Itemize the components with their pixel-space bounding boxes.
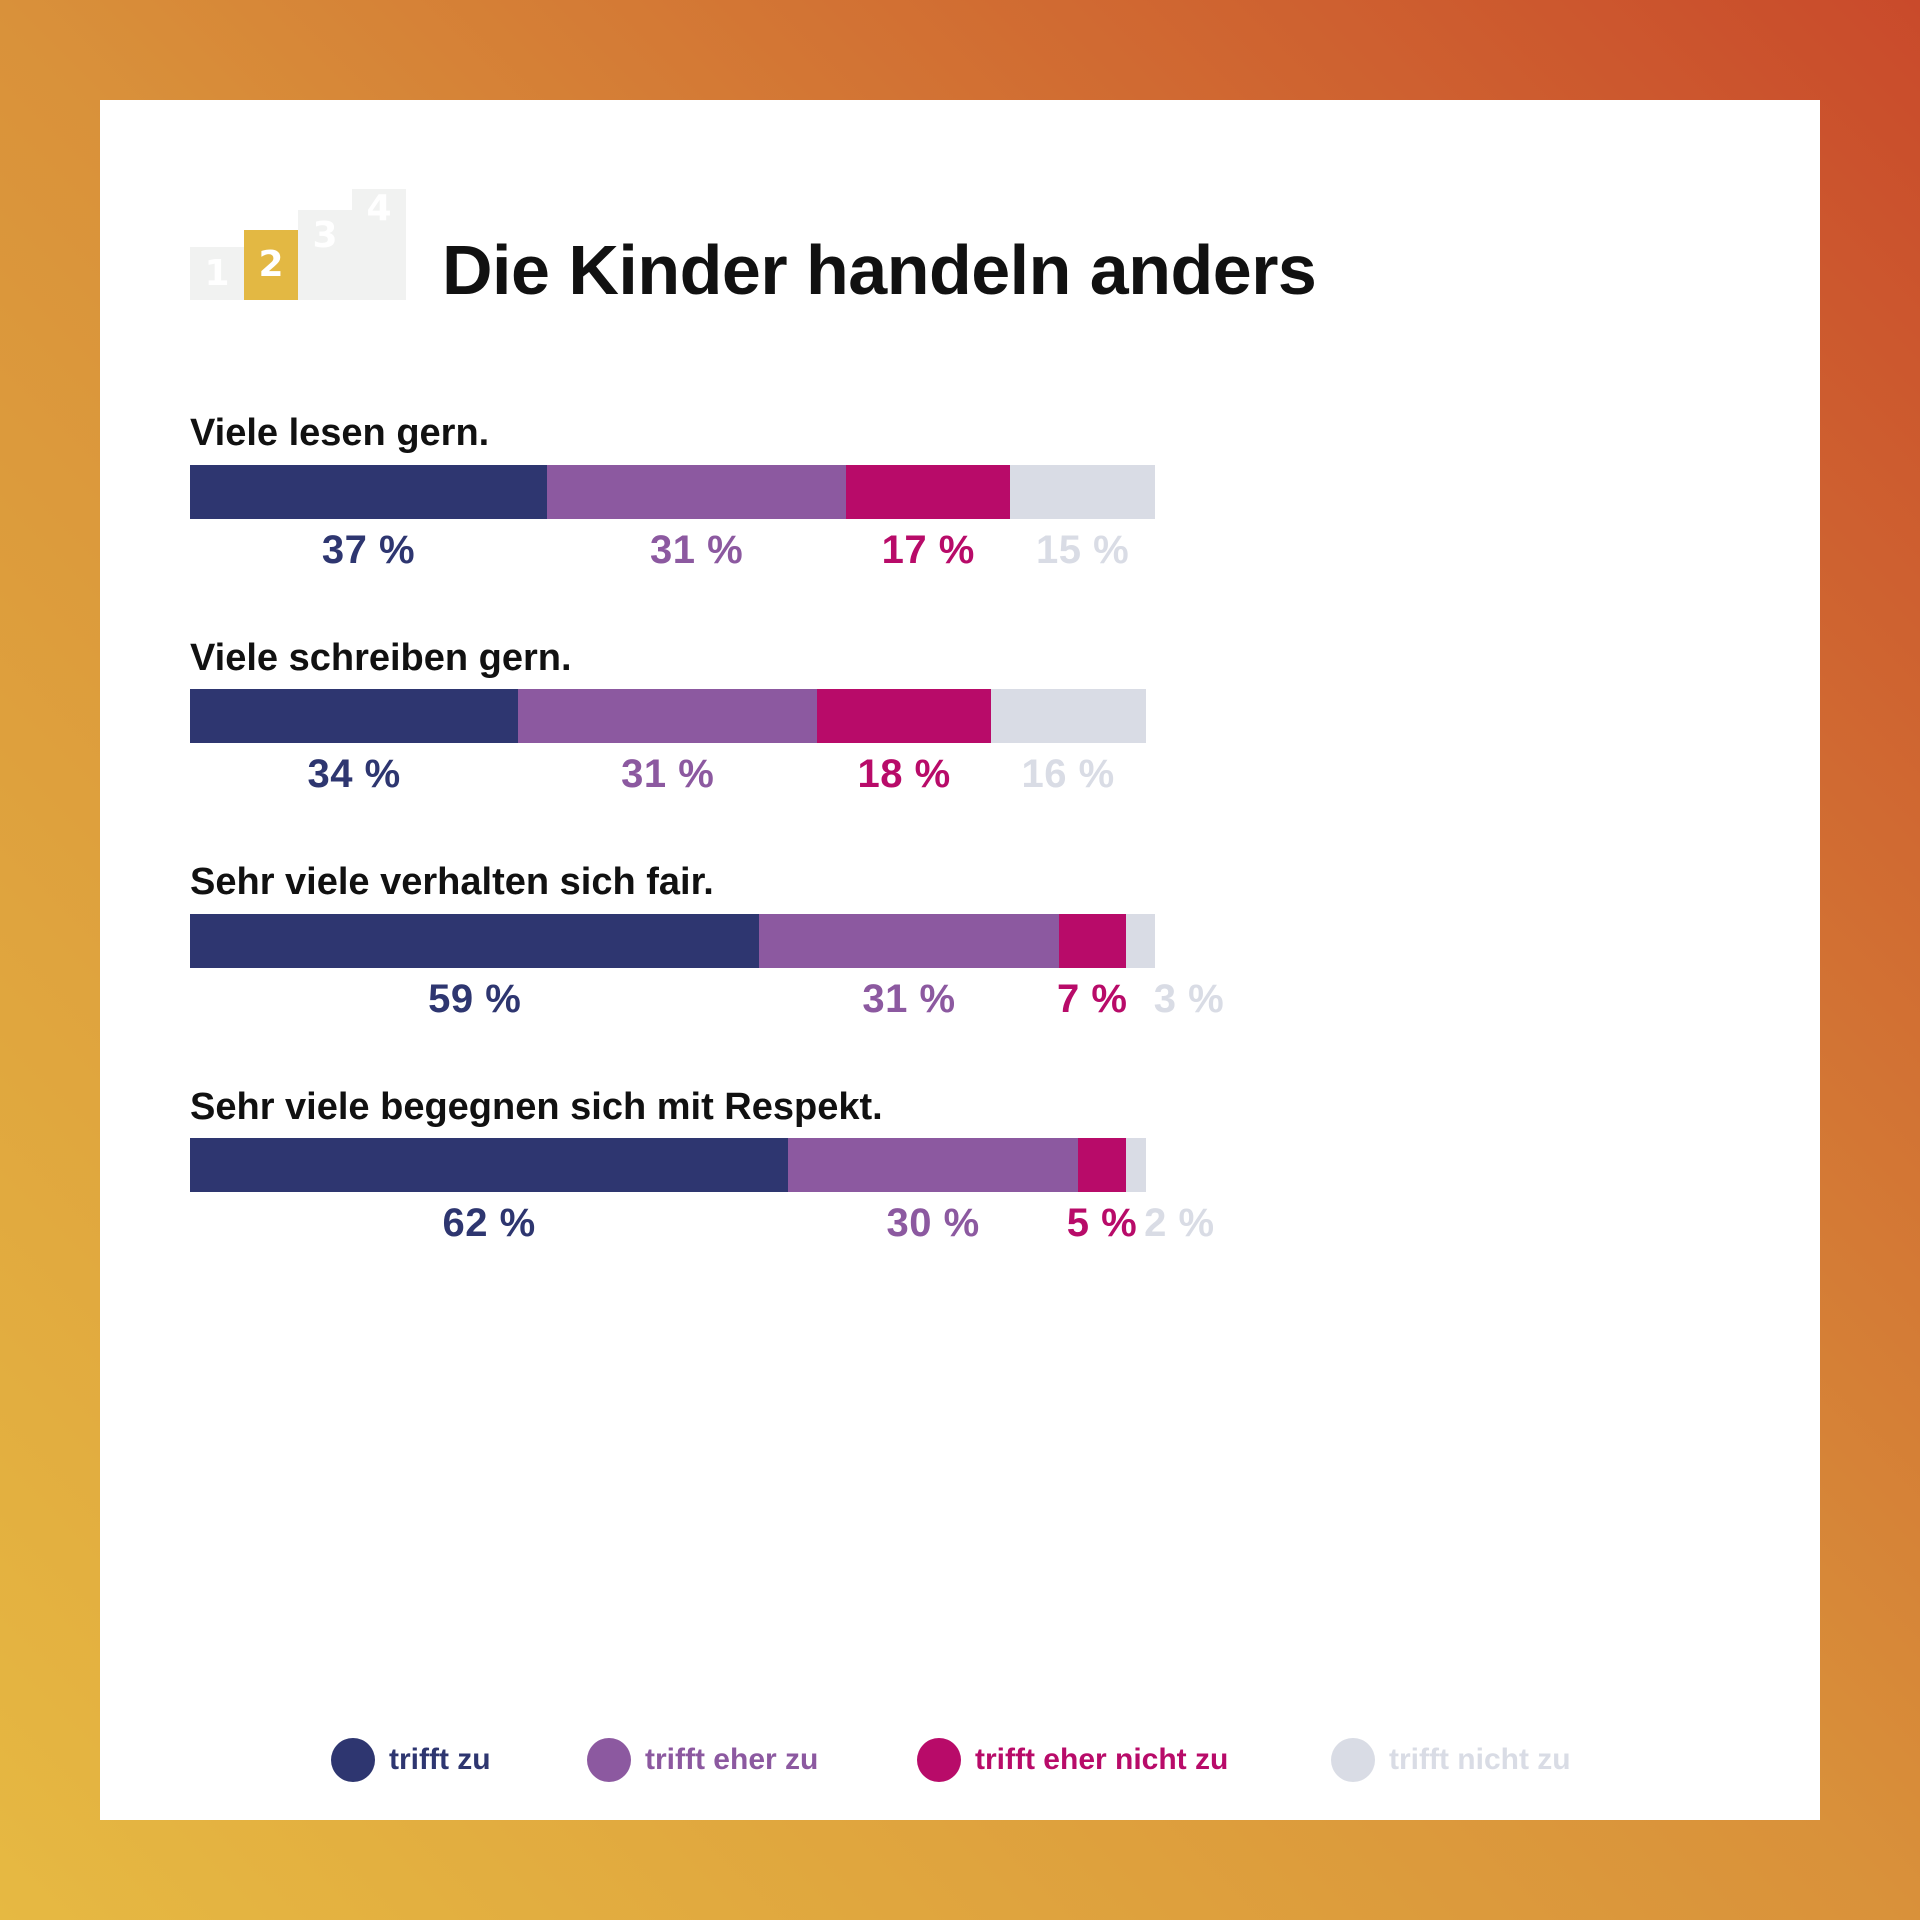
bar-segment: [190, 1138, 789, 1192]
data-label: 3 %: [1153, 977, 1225, 1021]
bar-segment: [990, 689, 1146, 743]
legend-label: trifft zu: [389, 1743, 491, 1776]
bar-segment: [190, 689, 519, 743]
step-4: 4: [352, 189, 406, 300]
data-label: 17 %: [881, 528, 975, 572]
bar-segment: [1077, 1138, 1127, 1192]
data-label: 7 %: [1057, 977, 1128, 1021]
data-label: 5 %: [1066, 1201, 1138, 1245]
legend-swatch: [1331, 1738, 1375, 1782]
bar-segment: [1126, 1138, 1146, 1192]
stacked-bar: [190, 914, 1155, 968]
legend-item: trifft eher nicht zu: [917, 1735, 1228, 1785]
data-label: 59 %: [428, 977, 522, 1021]
data-label: 34 %: [307, 752, 401, 796]
stacked-bar: [190, 689, 1155, 743]
data-label: 16 %: [1021, 752, 1115, 796]
legend-swatch: [587, 1738, 631, 1782]
row-title: Viele lesen gern.: [190, 412, 490, 454]
chart-legend: trifft zu trifft eher zu trifft eher nicht…: [100, 1735, 1820, 1785]
stacked-bar: [190, 1138, 1155, 1192]
data-label: 2 %: [1144, 1201, 1215, 1245]
bar-segment: [1126, 914, 1155, 968]
step-1: 1: [190, 247, 244, 300]
data-label: 31 %: [650, 528, 744, 572]
bar-segment: [1010, 465, 1155, 519]
step-3: 3: [298, 210, 352, 300]
legend-item: trifft zu: [331, 1735, 491, 1785]
data-label: 31 %: [862, 977, 956, 1021]
bar-segment: [846, 465, 1011, 519]
bar-segment: [190, 914, 760, 968]
step-2: 2: [244, 230, 298, 300]
data-label: 31 %: [621, 752, 715, 796]
row-title: Sehr viele verhalten sich fair.: [190, 861, 714, 903]
row-title: Viele schreiben gern.: [190, 637, 572, 679]
legend-label: trifft eher zu: [645, 1743, 819, 1776]
row-title: Sehr viele begegnen sich mit Respekt.: [190, 1086, 883, 1128]
legend-swatch: [331, 1738, 375, 1782]
bar-segment: [190, 465, 548, 519]
legend-item: trifft eher zu: [587, 1735, 818, 1785]
legend-swatch: [917, 1738, 961, 1782]
bar-segment: [788, 1138, 1079, 1192]
data-label: 37 %: [321, 528, 416, 572]
legend-label: trifft nicht zu: [1389, 1743, 1571, 1776]
data-label: 15 %: [1036, 528, 1130, 572]
chart-title: Die Kinder handeln anders: [442, 231, 1317, 309]
bar-segment: [759, 914, 1059, 968]
data-label: 18 %: [857, 752, 951, 796]
stacked-bar: [190, 465, 1155, 519]
data-label: 30 %: [886, 1201, 980, 1245]
bar-segment: [518, 689, 818, 743]
bar-segment: [817, 689, 992, 743]
legend-label: trifft eher nicht zu: [975, 1743, 1229, 1776]
legend-item: trifft nicht zu: [1331, 1735, 1571, 1785]
bar-segment: [547, 465, 847, 519]
data-label: 62 %: [442, 1201, 536, 1245]
bar-segment: [1058, 914, 1127, 968]
